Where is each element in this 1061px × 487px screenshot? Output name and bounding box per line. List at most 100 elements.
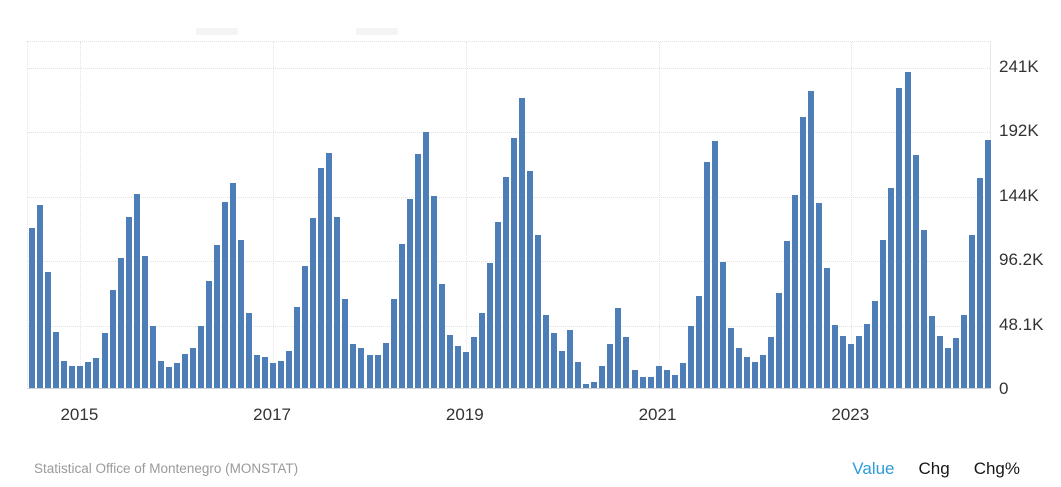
bar[interactable] xyxy=(776,292,782,388)
bar[interactable] xyxy=(45,272,52,388)
mode-link-chg[interactable]: Chg xyxy=(918,459,950,478)
bar[interactable] xyxy=(494,222,501,388)
bar[interactable] xyxy=(551,332,558,388)
bar[interactable] xyxy=(543,314,550,388)
bar[interactable] xyxy=(422,131,429,388)
mode-link-chg-pct[interactable]: Chg% xyxy=(973,459,1020,478)
bar[interactable] xyxy=(334,217,341,388)
bar[interactable] xyxy=(792,194,798,388)
bar[interactable] xyxy=(478,313,485,388)
bar[interactable] xyxy=(205,281,212,388)
bar[interactable] xyxy=(944,348,951,388)
bar[interactable] xyxy=(189,347,196,388)
bar[interactable] xyxy=(374,354,381,388)
bar[interactable] xyxy=(912,155,919,388)
bar[interactable] xyxy=(406,198,413,388)
bar[interactable] xyxy=(446,335,453,388)
bar[interactable] xyxy=(358,348,365,388)
bar[interactable] xyxy=(800,117,807,388)
bar[interactable] xyxy=(559,351,566,388)
bar[interactable] xyxy=(695,295,702,388)
bar[interactable] xyxy=(655,366,662,388)
bar[interactable] xyxy=(246,313,252,388)
bar[interactable] xyxy=(486,262,493,388)
bar[interactable] xyxy=(591,382,598,388)
bar[interactable] xyxy=(61,360,68,388)
bar[interactable] xyxy=(117,257,124,388)
plot-area[interactable] xyxy=(27,41,991,389)
bar[interactable] xyxy=(743,356,750,388)
bar[interactable] xyxy=(880,239,887,388)
bar[interactable] xyxy=(816,202,823,388)
bar[interactable] xyxy=(470,337,477,388)
bar[interactable] xyxy=(511,138,517,388)
bar[interactable] xyxy=(968,234,975,388)
bar[interactable] xyxy=(37,205,44,388)
bar[interactable] xyxy=(751,362,758,388)
bar[interactable] xyxy=(262,357,269,388)
bar[interactable] xyxy=(647,376,654,388)
bar[interactable] xyxy=(238,239,244,388)
bar[interactable] xyxy=(575,362,582,388)
bar[interactable] xyxy=(719,261,726,388)
bar[interactable] xyxy=(687,325,694,388)
bar[interactable] xyxy=(69,365,76,388)
bar[interactable] xyxy=(631,370,638,388)
bar[interactable] xyxy=(173,362,180,388)
bar[interactable] xyxy=(984,139,991,388)
bar[interactable] xyxy=(727,327,734,388)
bar[interactable] xyxy=(270,363,277,388)
bar[interactable] xyxy=(77,365,84,388)
bar[interactable] xyxy=(221,202,228,388)
bar[interactable] xyxy=(872,300,879,388)
bar[interactable] xyxy=(454,345,461,388)
bar[interactable] xyxy=(671,375,678,388)
bar[interactable] xyxy=(784,241,790,388)
bar[interactable] xyxy=(920,229,927,388)
bar[interactable] xyxy=(157,360,164,388)
bar[interactable] xyxy=(197,326,204,388)
bar[interactable] xyxy=(976,178,983,388)
bar[interactable] xyxy=(366,354,373,388)
bar[interactable] xyxy=(607,344,614,388)
bar[interactable] xyxy=(302,266,309,388)
bar[interactable] xyxy=(286,350,293,388)
bar[interactable] xyxy=(888,188,895,388)
bar[interactable] xyxy=(583,383,590,388)
bar[interactable] xyxy=(342,298,349,388)
bar[interactable] xyxy=(615,307,622,388)
bar[interactable] xyxy=(663,370,670,388)
bar[interactable] xyxy=(414,153,421,388)
bar[interactable] xyxy=(229,183,236,388)
bar[interactable] xyxy=(711,140,718,388)
bar[interactable] xyxy=(864,323,871,388)
bar[interactable] xyxy=(703,161,710,388)
bar[interactable] xyxy=(310,218,317,388)
bar[interactable] xyxy=(398,243,405,388)
bar[interactable] xyxy=(254,355,260,388)
bar[interactable] xyxy=(382,342,389,388)
bar[interactable] xyxy=(928,316,935,388)
bar[interactable] xyxy=(326,152,333,388)
bar[interactable] xyxy=(181,354,188,388)
bar[interactable] xyxy=(350,344,357,388)
bar[interactable] xyxy=(623,336,630,388)
mode-link-value[interactable]: Value xyxy=(852,459,895,478)
bar[interactable] xyxy=(93,357,100,388)
bar[interactable] xyxy=(936,336,943,388)
bar[interactable] xyxy=(53,331,60,388)
bar[interactable] xyxy=(904,71,911,388)
bar[interactable] xyxy=(462,352,469,388)
bar[interactable] xyxy=(29,227,36,388)
bar[interactable] xyxy=(840,336,847,388)
bar[interactable] xyxy=(896,88,903,388)
bar[interactable] xyxy=(318,168,325,388)
bar[interactable] xyxy=(133,194,140,388)
bar[interactable] xyxy=(101,333,108,388)
bar[interactable] xyxy=(599,365,606,388)
bar[interactable] xyxy=(960,315,967,388)
bar[interactable] xyxy=(390,299,397,388)
bar[interactable] xyxy=(567,330,574,388)
bar[interactable] xyxy=(679,362,686,388)
bar[interactable] xyxy=(808,90,815,388)
